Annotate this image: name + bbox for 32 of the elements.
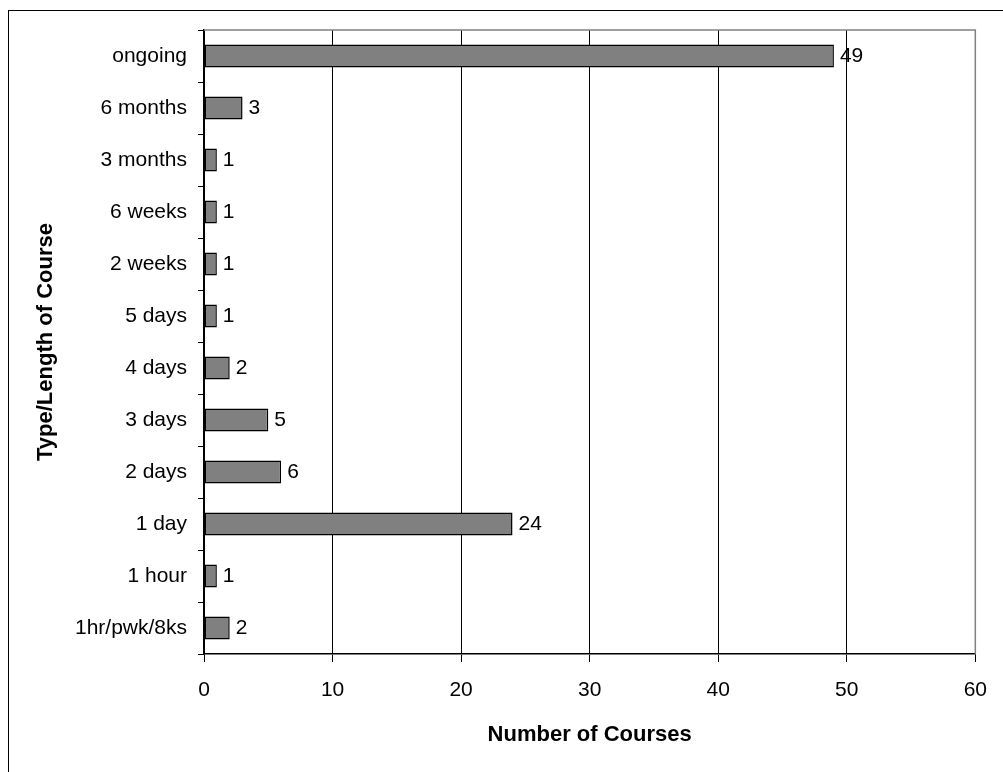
y-tick-label: 1 day [135, 510, 188, 534]
x-tick-label: 50 [835, 677, 859, 701]
x-tick-label: 30 [577, 677, 602, 701]
data-label: 2 [235, 614, 248, 638]
data-label: 5 [274, 406, 286, 430]
data-label: 1 [222, 302, 235, 326]
y-tick-label: 2 weeks [109, 250, 187, 274]
y-tick-label: 1 hour [127, 562, 187, 586]
y-tick-label: 5 days [125, 302, 187, 326]
y-axis-title: Type/Length of Course [32, 223, 58, 461]
y-tick-label: 6 months [100, 94, 187, 118]
x-tick-label: 0 [198, 677, 210, 701]
y-tick-label: 2 days [125, 458, 187, 482]
x-tick-label: 20 [449, 677, 473, 701]
y-tick-label: 6 weeks [109, 198, 187, 222]
x-tick-label: 60 [963, 677, 987, 701]
y-tick-label: 1hr/pwk/8ks [74, 614, 187, 638]
data-label: 1 [222, 198, 235, 222]
y-tick-label: ongoing [112, 42, 187, 66]
data-label: 24 [518, 510, 543, 534]
x-tick-label: 40 [706, 677, 730, 701]
data-label: 1 [222, 562, 235, 586]
data-label: 6 [287, 458, 299, 482]
x-axis-title: Number of Courses [487, 720, 692, 746]
y-tick-label: 3 days [125, 406, 187, 430]
y-tick-label: 4 days [125, 354, 187, 378]
data-label: 1 [222, 146, 235, 170]
data-label: 2 [235, 354, 248, 378]
x-tick-label: 10 [320, 677, 345, 701]
y-tick-label: 3 months [100, 146, 187, 170]
data-label: 1 [222, 250, 235, 274]
data-label: 3 [248, 94, 261, 118]
